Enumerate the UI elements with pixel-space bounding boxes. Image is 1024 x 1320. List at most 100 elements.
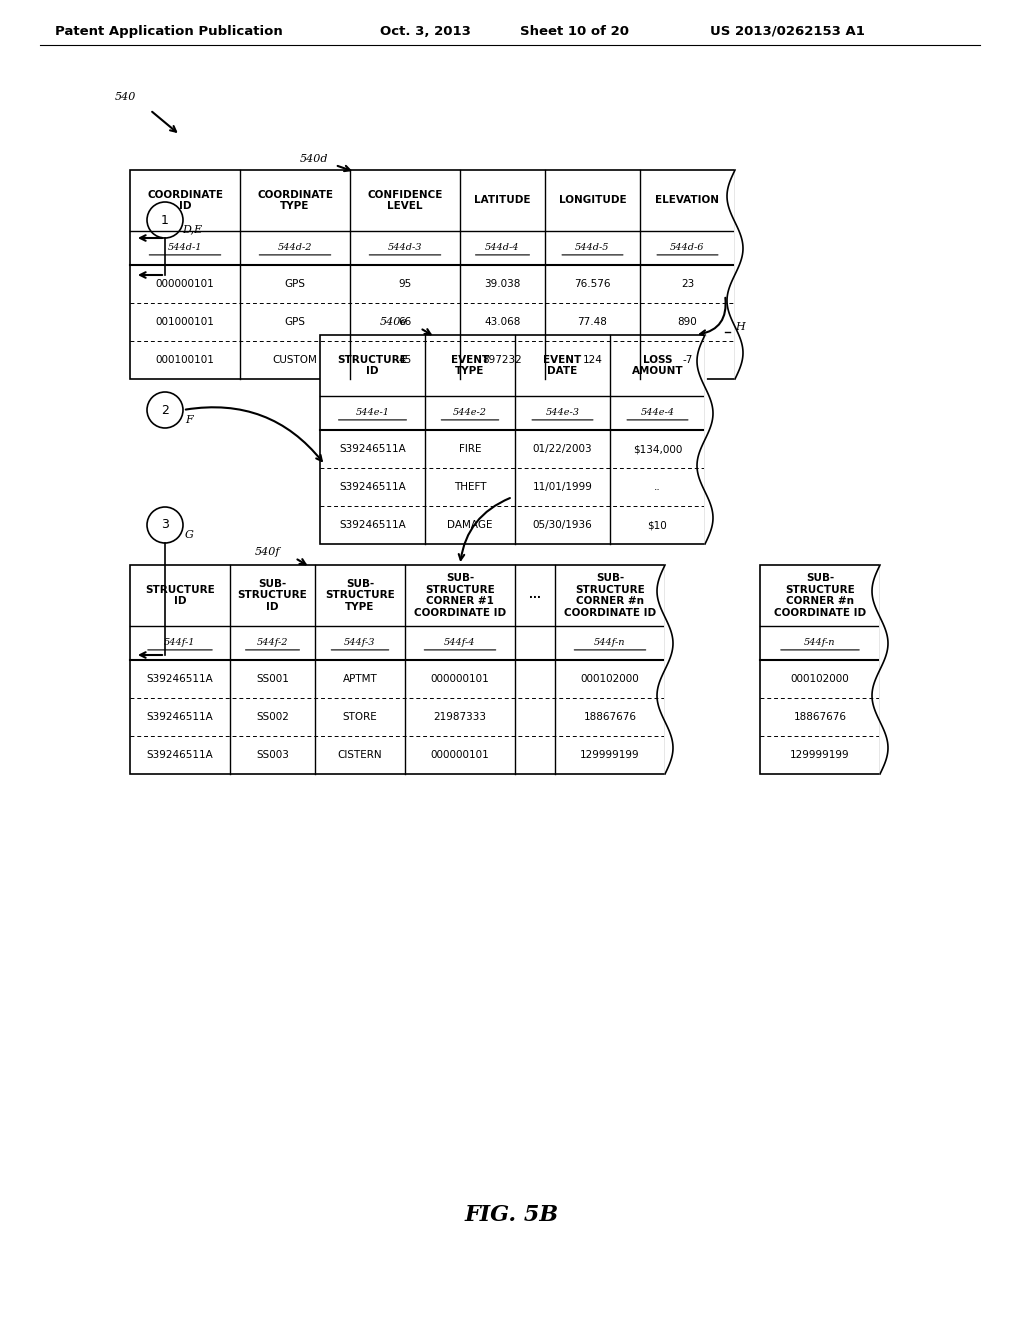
Text: 1: 1: [161, 214, 169, 227]
Text: 544f-1: 544f-1: [164, 639, 196, 647]
Text: 540d: 540d: [300, 154, 329, 164]
Text: CUSTOM: CUSTOM: [272, 355, 317, 366]
Text: 540: 540: [115, 92, 136, 102]
Text: 544f-4: 544f-4: [444, 639, 476, 647]
Text: H: H: [735, 322, 744, 333]
Text: 001000101: 001000101: [156, 317, 214, 327]
Text: 544d-4: 544d-4: [485, 243, 520, 252]
Text: 3: 3: [161, 519, 169, 532]
Text: FIRE: FIRE: [459, 444, 481, 454]
Text: S39246511A: S39246511A: [146, 750, 213, 760]
Text: S39246511A: S39246511A: [146, 711, 213, 722]
Text: STRUCTURE
ID: STRUCTURE ID: [145, 585, 215, 606]
Text: 544f-3: 544f-3: [344, 639, 376, 647]
Text: 544d-1: 544d-1: [168, 243, 203, 252]
Text: 05/30/1936: 05/30/1936: [532, 520, 592, 531]
Text: S39246511A: S39246511A: [339, 482, 406, 492]
Text: 77.48: 77.48: [578, 317, 607, 327]
Text: SS002: SS002: [256, 711, 289, 722]
Text: ..: ..: [654, 482, 660, 492]
Text: 544d-6: 544d-6: [671, 243, 705, 252]
Text: FIG. 5B: FIG. 5B: [465, 1204, 559, 1226]
Text: F: F: [185, 414, 193, 425]
Text: D,E: D,E: [182, 224, 202, 234]
Text: SUB-
STRUCTURE
CORNER #n
COORDINATE ID: SUB- STRUCTURE CORNER #n COORDINATE ID: [774, 573, 866, 618]
Text: 124: 124: [583, 355, 602, 366]
Text: 000102000: 000102000: [791, 675, 849, 684]
Text: 544e-3: 544e-3: [546, 408, 580, 417]
Text: ELEVATION: ELEVATION: [655, 195, 720, 206]
Text: $134,000: $134,000: [633, 444, 682, 454]
Text: 897232: 897232: [482, 355, 522, 366]
Text: LONGITUDE: LONGITUDE: [559, 195, 627, 206]
Text: 544d-2: 544d-2: [278, 243, 312, 252]
Text: 45: 45: [398, 355, 412, 366]
Text: 544f-2: 544f-2: [257, 639, 288, 647]
FancyBboxPatch shape: [130, 565, 665, 774]
Text: 43.068: 43.068: [484, 317, 520, 327]
Text: $10: $10: [647, 520, 668, 531]
Text: 544d-3: 544d-3: [388, 243, 422, 252]
Text: 000000101: 000000101: [431, 675, 489, 684]
FancyBboxPatch shape: [760, 565, 880, 774]
Text: 544d-5: 544d-5: [575, 243, 609, 252]
Text: EVENT
TYPE: EVENT TYPE: [451, 355, 489, 376]
Text: COORDINATE
TYPE: COORDINATE TYPE: [257, 190, 333, 211]
Text: SS001: SS001: [256, 675, 289, 684]
Text: 11/01/1999: 11/01/1999: [532, 482, 593, 492]
Text: 544f-n: 544f-n: [594, 639, 626, 647]
Text: CISTERN: CISTERN: [338, 750, 382, 760]
Text: 000102000: 000102000: [581, 675, 639, 684]
Text: 000100101: 000100101: [156, 355, 214, 366]
Text: SS003: SS003: [256, 750, 289, 760]
Text: 540f: 540f: [255, 546, 281, 557]
Text: G: G: [185, 531, 194, 540]
Text: CONFIDENCE
LEVEL: CONFIDENCE LEVEL: [368, 190, 442, 211]
Text: 544e-4: 544e-4: [640, 408, 675, 417]
Text: 23: 23: [681, 279, 694, 289]
Text: S39246511A: S39246511A: [339, 520, 406, 531]
Text: Patent Application Publication: Patent Application Publication: [55, 25, 283, 38]
Text: SUB-
STRUCTURE
CORNER #n
COORDINATE ID: SUB- STRUCTURE CORNER #n COORDINATE ID: [564, 573, 656, 618]
Text: Oct. 3, 2013: Oct. 3, 2013: [380, 25, 471, 38]
Text: 21987333: 21987333: [433, 711, 486, 722]
Text: 000000101: 000000101: [431, 750, 489, 760]
Text: SUB-
STRUCTURE
ID: SUB- STRUCTURE ID: [238, 578, 307, 612]
Text: SUB-
STRUCTURE
CORNER #1
COORDINATE ID: SUB- STRUCTURE CORNER #1 COORDINATE ID: [414, 573, 506, 618]
Text: 544e-2: 544e-2: [453, 408, 487, 417]
Text: S39246511A: S39246511A: [339, 444, 406, 454]
Text: 18867676: 18867676: [584, 711, 637, 722]
Text: 18867676: 18867676: [794, 711, 847, 722]
FancyBboxPatch shape: [130, 170, 735, 379]
Text: GPS: GPS: [285, 317, 305, 327]
Text: THEFT: THEFT: [454, 482, 486, 492]
Text: 66: 66: [398, 317, 412, 327]
Text: GPS: GPS: [285, 279, 305, 289]
Text: ...: ...: [529, 590, 541, 601]
Text: STRUCTURE
ID: STRUCTURE ID: [338, 355, 408, 376]
Text: 129999199: 129999199: [581, 750, 640, 760]
Text: S39246511A: S39246511A: [146, 675, 213, 684]
Text: STORE: STORE: [343, 711, 378, 722]
Text: 000000101: 000000101: [156, 279, 214, 289]
Text: SUB-
STRUCTURE
TYPE: SUB- STRUCTURE TYPE: [326, 578, 395, 612]
Text: APTMT: APTMT: [343, 675, 378, 684]
Text: 95: 95: [398, 279, 412, 289]
Text: DAMAGE: DAMAGE: [447, 520, 493, 531]
Text: 129999199: 129999199: [791, 750, 850, 760]
Text: LOSS
AMOUNT: LOSS AMOUNT: [632, 355, 683, 376]
Text: 01/22/2003: 01/22/2003: [532, 444, 592, 454]
Text: Sheet 10 of 20: Sheet 10 of 20: [520, 25, 629, 38]
Text: 39.038: 39.038: [484, 279, 520, 289]
Text: -7: -7: [682, 355, 692, 366]
Text: 544e-1: 544e-1: [355, 408, 389, 417]
Text: 544f-n: 544f-n: [804, 639, 836, 647]
Text: EVENT
DATE: EVENT DATE: [544, 355, 582, 376]
FancyBboxPatch shape: [319, 335, 705, 544]
Text: 890: 890: [678, 317, 697, 327]
Text: 540e: 540e: [380, 317, 408, 327]
Text: 76.576: 76.576: [574, 279, 610, 289]
Text: 2: 2: [161, 404, 169, 417]
Text: US 2013/0262153 A1: US 2013/0262153 A1: [710, 25, 865, 38]
Text: COORDINATE
ID: COORDINATE ID: [147, 190, 223, 211]
